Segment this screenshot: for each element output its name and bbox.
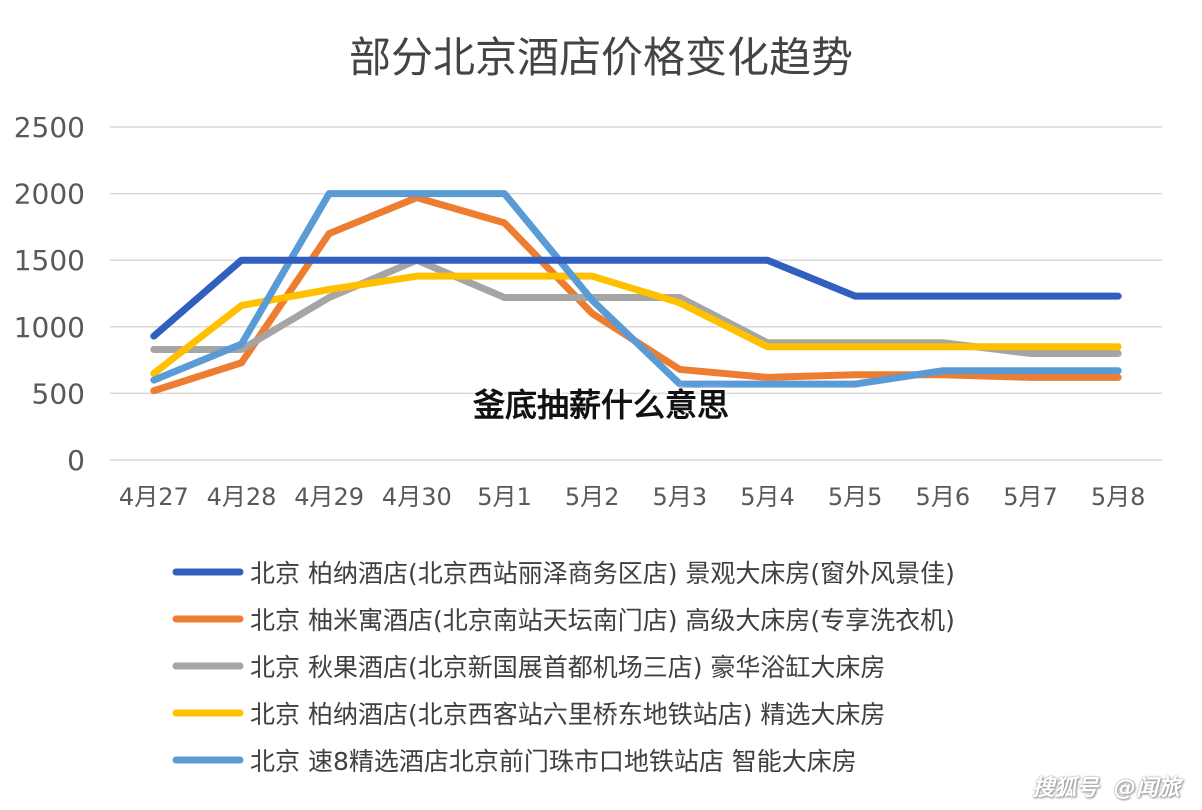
x-tick-label: 4月27 [119, 483, 189, 511]
y-tick-label: 1500 [14, 244, 85, 277]
series-line-4 [150, 272, 1122, 377]
x-tick-label: 5月3 [653, 483, 708, 511]
legend-entry: 北京 柚米寓酒店(北京南站天坛南门店) 高级大床房(专享洗衣机) [250, 606, 955, 635]
y-tick-label: 0 [67, 444, 85, 477]
watermark-brand: 搜狐号 [1032, 776, 1099, 801]
x-tick-label: 5月5 [828, 483, 883, 511]
watermark-account: @闻旅 [1113, 776, 1180, 801]
x-tick-label: 5月8 [1091, 483, 1146, 511]
overlay-caption: 釜底抽薪什么意思 [472, 386, 729, 424]
legend-entry: 北京 柏纳酒店(北京西客站六里桥东地铁站店) 精选大床房 [250, 700, 885, 729]
y-tick-label: 2500 [14, 111, 85, 144]
x-tick-label: 5月7 [1003, 483, 1058, 511]
y-tick-label: 500 [32, 377, 85, 410]
legend-entry: 北京 柏纳酒店(北京西站丽泽商务区店) 景观大床房(窗外风景佳) [250, 559, 955, 588]
y-axis-tick-labels: 0 500 1000 1500 2000 2500 [14, 111, 85, 477]
x-tick-label: 4月30 [382, 483, 452, 511]
legend-entry: 北京 秋果酒店(北京新国展首都机场三店) 豪华浴缸大床房 [250, 653, 885, 682]
y-tick-label: 1000 [14, 311, 85, 344]
x-tick-label: 5月4 [740, 483, 795, 511]
x-tick-label: 4月29 [294, 483, 364, 511]
series-lines [150, 190, 1122, 395]
chart-title: 部分北京酒店价格变化趋势 [349, 33, 853, 82]
series-line-5 [150, 190, 1122, 388]
x-axis-tick-labels: 4月27 4月28 4月29 4月30 5月1 5月2 5月3 5月4 5月5 5月6 5月7 5月8 [119, 483, 1146, 511]
x-tick-label: 5月2 [565, 483, 620, 511]
legend-entry: 北京 速8精选酒店北京前门珠市口地铁站店 智能大床房 [250, 747, 857, 776]
y-tick-label: 2000 [14, 178, 85, 211]
x-tick-label: 5月1 [477, 483, 532, 511]
watermark: 搜狐号 @闻旅 [1024, 770, 1180, 802]
x-tick-label: 5月6 [916, 483, 971, 511]
series-line-1 [150, 256, 1122, 340]
x-tick-label: 4月28 [207, 483, 277, 511]
legend: 北京 柏纳酒店(北京西站丽泽商务区店) 景观大床房(窗外风景佳) 北京 柚米寓酒店… [172, 559, 955, 776]
